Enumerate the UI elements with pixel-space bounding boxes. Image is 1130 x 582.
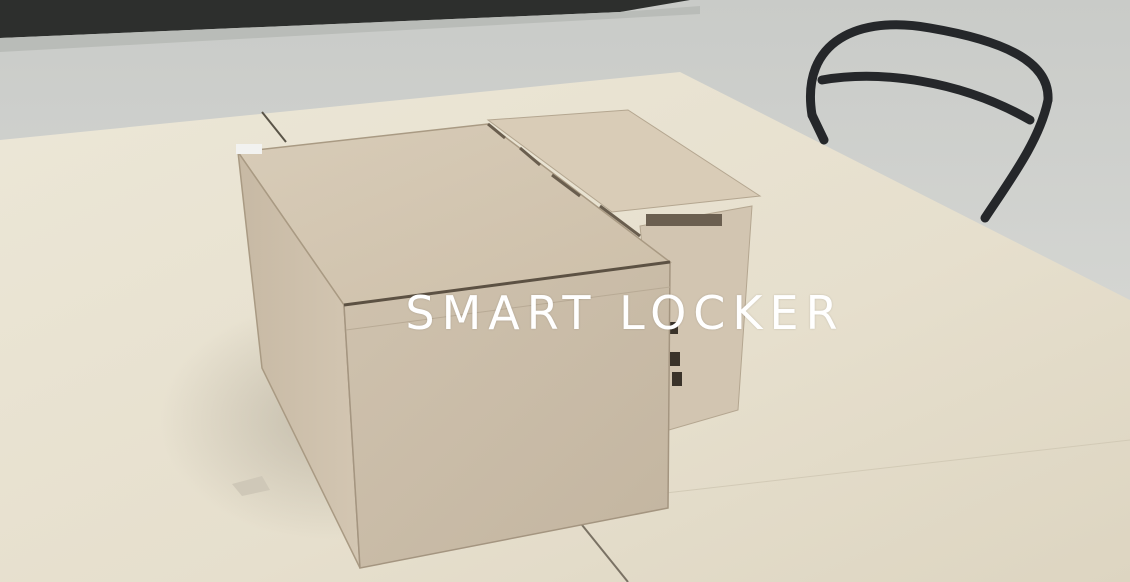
box-back-top [486, 109, 762, 213]
table-seam [577, 519, 629, 582]
chair [806, 20, 1053, 223]
video-title-overlay: SMART LOCKER [405, 286, 845, 340]
window-strip [0, 0, 690, 38]
table-seam [261, 111, 287, 143]
